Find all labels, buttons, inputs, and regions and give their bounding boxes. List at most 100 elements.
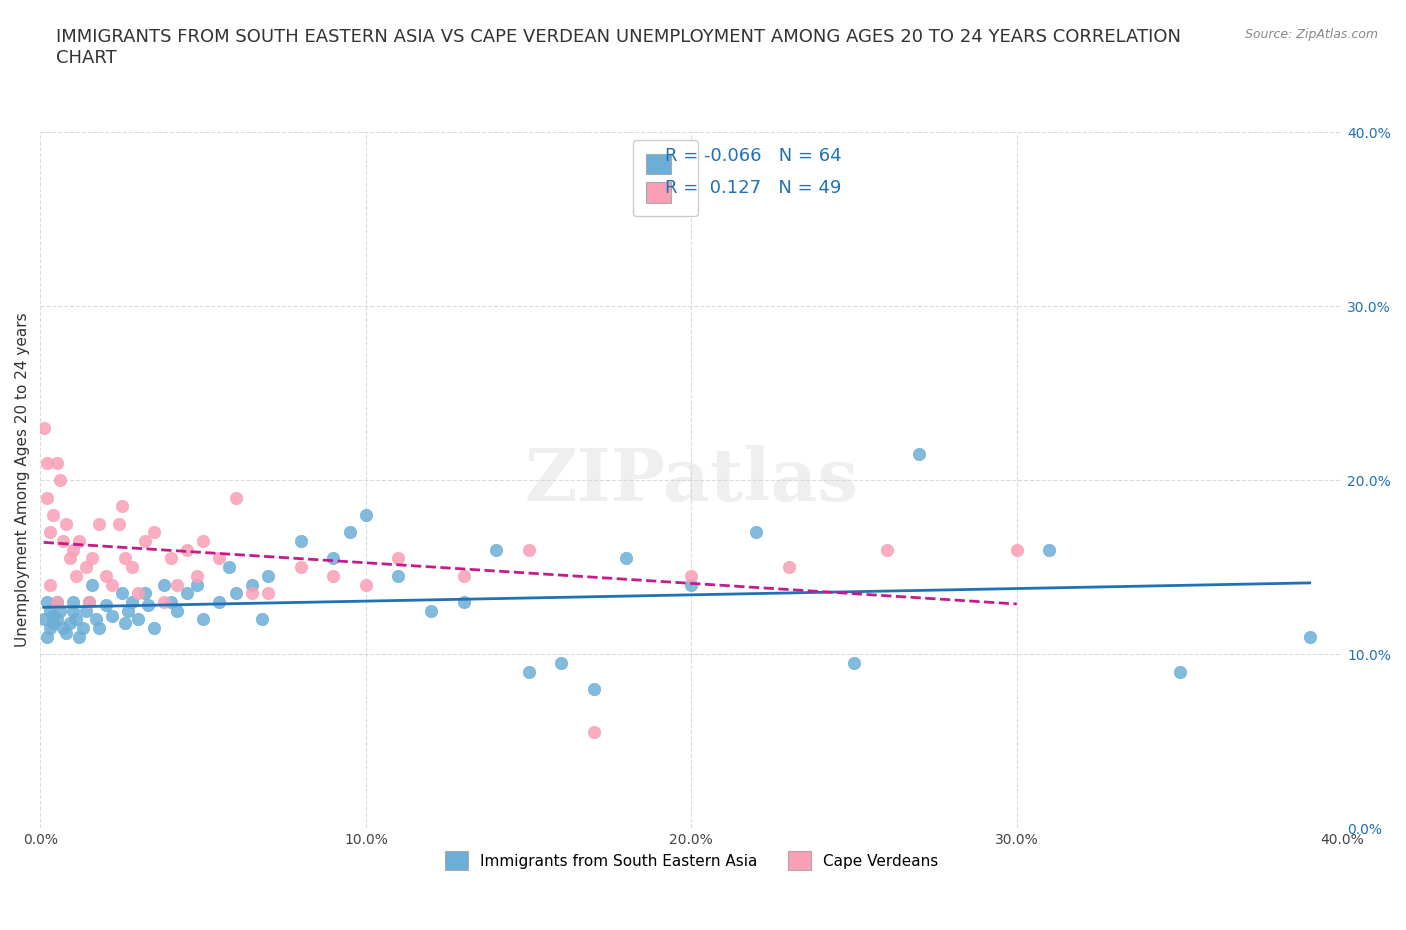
Point xyxy=(94,598,117,613)
Point xyxy=(153,594,176,609)
Point xyxy=(176,542,198,557)
Point xyxy=(121,594,143,609)
Point xyxy=(240,578,263,592)
Point xyxy=(32,420,55,435)
Point xyxy=(45,594,67,609)
Point xyxy=(143,620,166,635)
Point xyxy=(1005,542,1028,557)
Point xyxy=(77,594,100,609)
Text: R =  0.127   N = 49: R = 0.127 N = 49 xyxy=(665,179,842,197)
Point xyxy=(35,456,58,471)
Point xyxy=(82,578,104,592)
Point xyxy=(49,472,72,487)
Point xyxy=(191,534,214,549)
Point xyxy=(114,551,136,565)
Point xyxy=(65,612,87,627)
Point xyxy=(186,578,208,592)
Point xyxy=(681,578,703,592)
Point xyxy=(87,620,110,635)
Point xyxy=(453,568,475,583)
Point xyxy=(52,620,75,635)
Point xyxy=(55,626,77,641)
Point xyxy=(420,604,443,618)
Point xyxy=(111,586,134,601)
Point xyxy=(82,551,104,565)
Point xyxy=(322,568,344,583)
Point xyxy=(250,612,273,627)
Point xyxy=(39,620,62,635)
Point xyxy=(134,586,156,601)
Point xyxy=(35,630,58,644)
Point xyxy=(117,604,139,618)
Point xyxy=(153,578,176,592)
Point xyxy=(127,612,149,627)
Point xyxy=(550,656,572,671)
Point xyxy=(614,551,637,565)
Point xyxy=(134,534,156,549)
Point xyxy=(582,725,605,740)
Point xyxy=(485,542,508,557)
Point xyxy=(127,586,149,601)
Point xyxy=(42,616,65,631)
Point xyxy=(45,612,67,627)
Point xyxy=(1299,630,1322,644)
Point xyxy=(517,542,540,557)
Point xyxy=(339,525,361,539)
Point xyxy=(84,612,107,627)
Point xyxy=(35,490,58,505)
Point xyxy=(453,594,475,609)
Point xyxy=(69,534,91,549)
Text: Source: ZipAtlas.com: Source: ZipAtlas.com xyxy=(1244,28,1378,41)
Point xyxy=(72,620,94,635)
Legend: Immigrants from South Eastern Asia, Cape Verdeans: Immigrants from South Eastern Asia, Cape… xyxy=(439,845,945,876)
Point xyxy=(218,560,240,575)
Point xyxy=(59,551,82,565)
Point xyxy=(257,568,280,583)
Point xyxy=(582,682,605,697)
Point xyxy=(121,560,143,575)
Point xyxy=(45,594,67,609)
Y-axis label: Unemployment Among Ages 20 to 24 years: Unemployment Among Ages 20 to 24 years xyxy=(15,312,30,647)
Point xyxy=(225,490,247,505)
Point xyxy=(290,560,312,575)
Point xyxy=(39,525,62,539)
Point xyxy=(240,586,263,601)
Text: ZIPatlas: ZIPatlas xyxy=(524,445,859,515)
Point xyxy=(225,586,247,601)
Point xyxy=(59,616,82,631)
Point xyxy=(62,542,84,557)
Point xyxy=(111,498,134,513)
Point xyxy=(65,568,87,583)
Point xyxy=(208,594,231,609)
Point xyxy=(1038,542,1060,557)
Point xyxy=(290,534,312,549)
Point xyxy=(387,568,409,583)
Point xyxy=(136,598,159,613)
Point xyxy=(87,516,110,531)
Point xyxy=(62,594,84,609)
Point xyxy=(159,594,181,609)
Point xyxy=(52,534,75,549)
Point xyxy=(745,525,768,539)
Point xyxy=(186,568,208,583)
Point xyxy=(166,578,188,592)
Point xyxy=(69,630,91,644)
Point xyxy=(159,551,181,565)
Point xyxy=(42,508,65,523)
Point xyxy=(166,604,188,618)
Point xyxy=(75,560,97,575)
Point xyxy=(908,446,931,461)
Point xyxy=(114,616,136,631)
Point xyxy=(39,578,62,592)
Point xyxy=(191,612,214,627)
Point xyxy=(101,578,124,592)
Point xyxy=(876,542,898,557)
Point xyxy=(45,456,67,471)
Point xyxy=(49,604,72,618)
Point xyxy=(32,612,55,627)
Point xyxy=(39,604,62,618)
Text: IMMIGRANTS FROM SOUTH EASTERN ASIA VS CAPE VERDEAN UNEMPLOYMENT AMONG AGES 20 TO: IMMIGRANTS FROM SOUTH EASTERN ASIA VS CA… xyxy=(56,28,1181,67)
Point xyxy=(55,516,77,531)
Point xyxy=(354,508,377,523)
Point xyxy=(1168,664,1191,679)
